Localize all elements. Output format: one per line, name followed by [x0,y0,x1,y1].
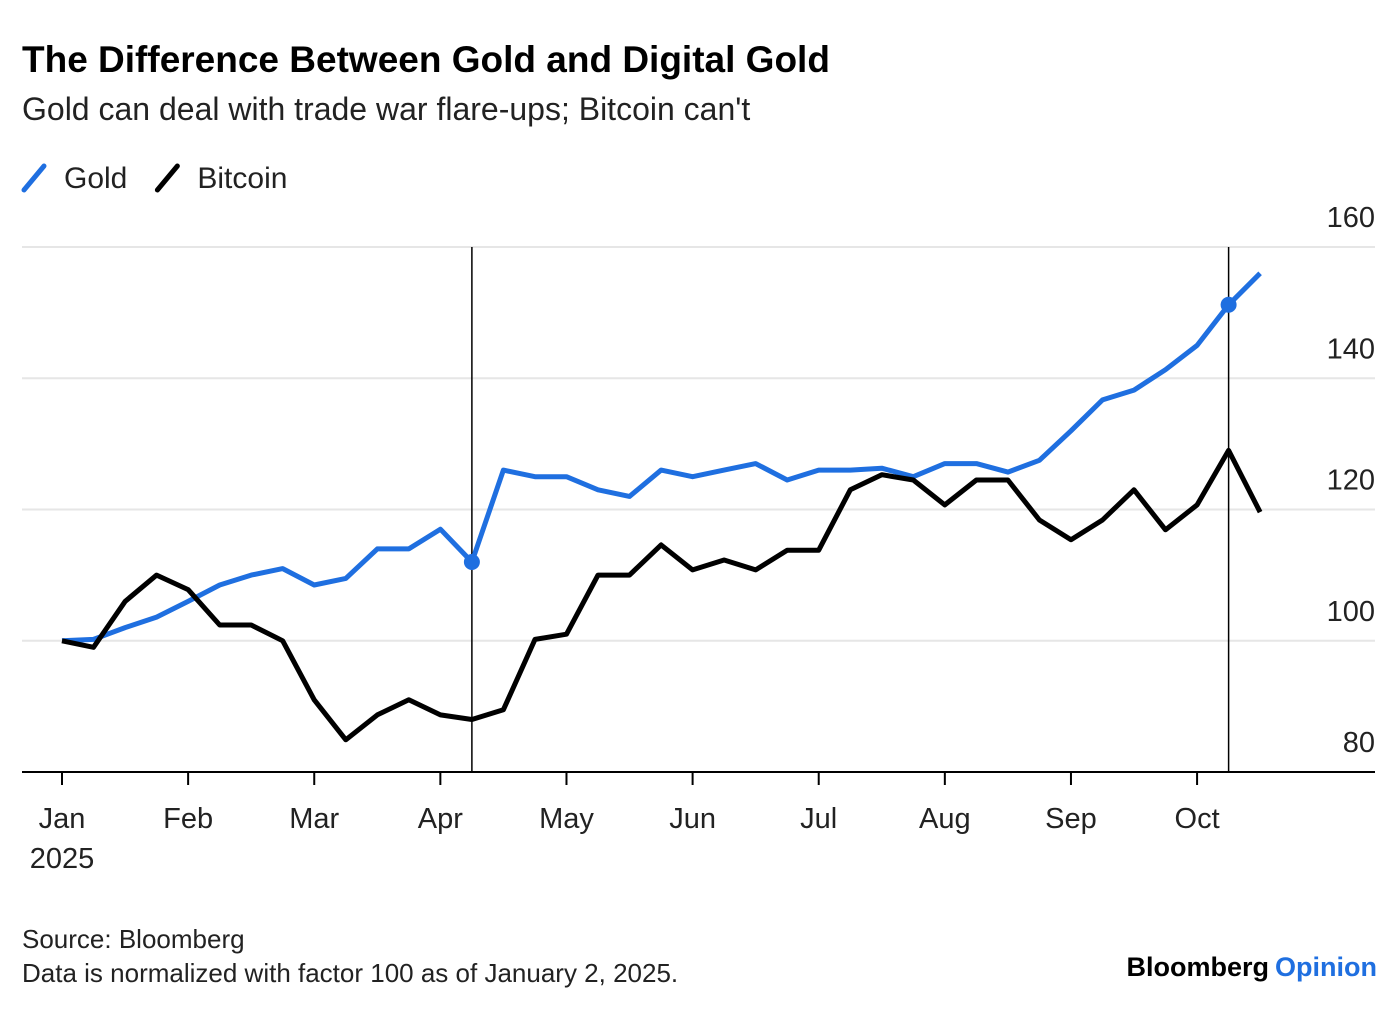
y-tick-label: 160 [1327,202,1375,234]
x-tick-label: Jan [39,803,86,835]
legend-label: Bitcoin [197,162,287,195]
chart-subtitle: Gold can deal with trade war flare-ups; … [22,91,750,127]
highlight-dot [1220,296,1237,313]
legend-label: Gold [64,162,127,195]
x-tick-label: Oct [1175,803,1220,835]
x-tick-label: Jun [669,803,716,835]
x-tick-label: Mar [289,803,339,835]
note: Data is normalized with factor 100 as of… [22,958,678,988]
x-year-label: 2025 [30,843,95,875]
y-tick-label: 140 [1327,333,1375,365]
series-line [61,271,1262,644]
x-tick-label: Aug [919,803,971,835]
x-tick-label: Feb [163,803,213,835]
y-tick-label: 100 [1327,596,1375,628]
highlight-dot [463,554,480,570]
brand-name: Bloomberg [1127,952,1270,982]
y-tick-label: 120 [1327,465,1375,497]
source: Source: Bloomberg [22,924,245,954]
x-tick-label: May [539,803,594,835]
x-tick-label: Jul [800,803,837,835]
x-tick-label: Apr [418,803,463,835]
brand-section: Opinion [1275,952,1377,982]
x-tick-label: Sep [1045,803,1097,835]
brand: Bloomberg Opinion [1127,952,1378,982]
y-tick-label: 80 [1343,727,1375,759]
series-line [61,447,1263,743]
legend-swatch [21,163,47,193]
legend-swatch [154,163,180,193]
chart-title: The Difference Between Gold and Digital … [22,39,830,80]
